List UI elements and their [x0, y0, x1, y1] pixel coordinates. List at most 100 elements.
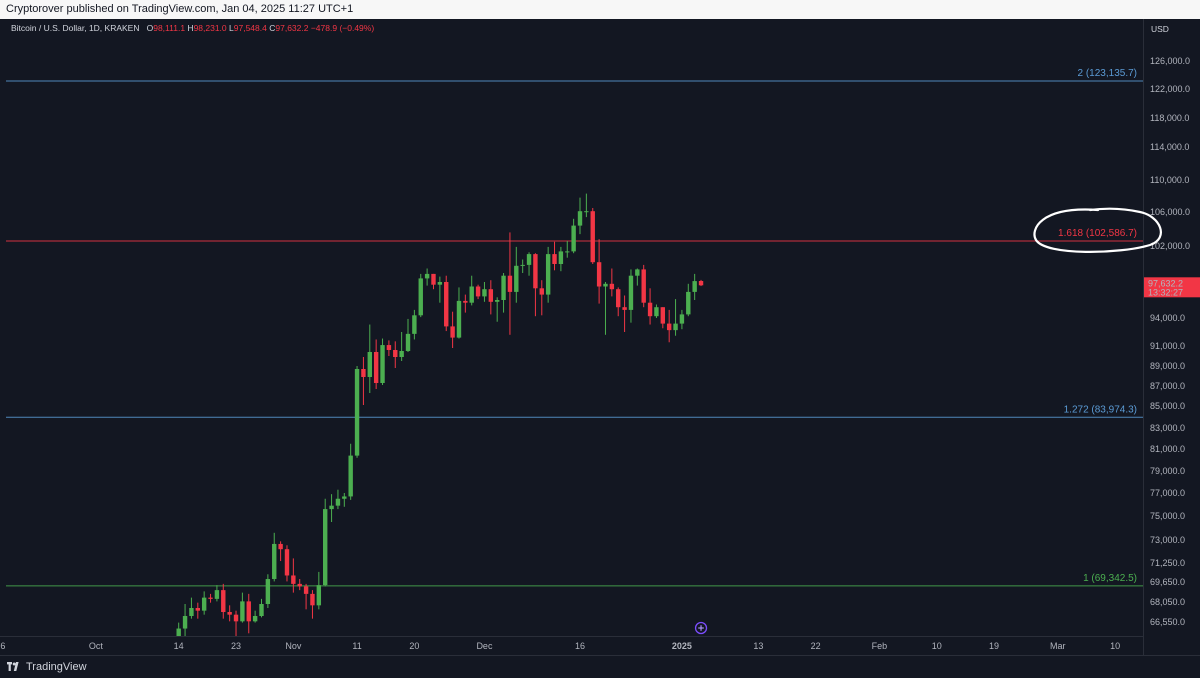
candle-2024-11-02[interactable] [297, 579, 302, 591]
candle-2024-10-28[interactable] [265, 574, 271, 608]
candle-2024-11-24[interactable] [437, 276, 443, 303]
candle-2024-12-02[interactable] [488, 280, 494, 315]
candle-2024-11-17[interactable] [393, 341, 398, 368]
candle-2024-12-25[interactable] [635, 268, 640, 286]
candle-2024-12-29[interactable] [660, 307, 666, 329]
candle-2024-12-28[interactable] [654, 304, 659, 319]
candle-2025-01-01[interactable] [679, 309, 685, 330]
candle-2024-12-08[interactable] [526, 252, 532, 276]
candle-2024-10-30[interactable] [278, 541, 283, 562]
candle-2024-12-24[interactable] [628, 269, 634, 323]
candle-2024-12-09[interactable] [533, 253, 538, 317]
candle-2024-11-08[interactable] [335, 489, 341, 510]
x-tick-label: 2025 [672, 641, 692, 651]
candle-2024-10-29[interactable] [272, 532, 277, 582]
candle-2024-11-13[interactable] [367, 324, 372, 393]
candle-2024-12-22[interactable] [616, 287, 621, 317]
y-tick-label: 118,000.0 [1150, 113, 1189, 123]
candle-2024-10-22[interactable] [227, 605, 232, 622]
candle-2024-11-26[interactable] [450, 311, 455, 348]
candle-2024-12-03[interactable] [494, 297, 500, 322]
candle-2024-12-23[interactable] [622, 295, 627, 333]
candle-2024-11-30[interactable] [475, 284, 481, 300]
candle-2024-11-22[interactable] [424, 268, 430, 286]
candle-2024-11-21[interactable] [418, 273, 423, 318]
candle-2024-12-04[interactable] [501, 273, 506, 313]
candle-2024-12-26[interactable] [641, 264, 646, 308]
candle-2024-10-27[interactable] [259, 598, 264, 618]
candle-2024-11-19[interactable] [405, 318, 411, 352]
candle-2024-11-23[interactable] [431, 273, 436, 290]
candle-2024-11-04[interactable] [310, 590, 315, 619]
candles [176, 193, 704, 671]
candle-2024-11-12[interactable] [361, 357, 366, 405]
candle-2024-12-20[interactable] [603, 282, 608, 335]
candle-2024-12-10[interactable] [539, 280, 544, 316]
candle-2025-01-03[interactable] [692, 273, 697, 300]
candle-2024-10-16[interactable] [189, 597, 194, 619]
candle-2024-10-17[interactable] [195, 602, 200, 619]
candle-2024-10-19[interactable] [208, 593, 213, 603]
candle-2024-12-17[interactable] [584, 193, 589, 218]
candle-2025-01-04[interactable] [698, 279, 704, 287]
candle-2024-12-27[interactable] [647, 288, 653, 325]
candle-2024-12-30[interactable] [666, 309, 672, 343]
candle-2024-10-15[interactable] [182, 604, 188, 643]
x-tick-label: 10 [932, 641, 942, 651]
currency-label[interactable]: USD [1151, 24, 1169, 34]
y-tick-label: 94,000.0 [1150, 313, 1185, 323]
candle-2024-12-11[interactable] [545, 246, 551, 303]
candle-2024-11-07[interactable] [329, 494, 334, 522]
candle-2024-11-14[interactable] [373, 339, 379, 389]
candle-2024-11-01[interactable] [291, 558, 296, 593]
candle-2024-10-26[interactable] [252, 610, 258, 623]
footer: TradingView [0, 655, 1200, 678]
candle-2024-11-06[interactable] [323, 498, 328, 587]
candle-2024-10-14[interactable] [176, 622, 181, 671]
bar-countdown-label: 13:32:27 [1148, 287, 1183, 297]
candle-2024-11-09[interactable] [342, 493, 347, 507]
legend-open: 98,111.1 [153, 23, 186, 33]
candle-2024-11-18[interactable] [399, 332, 404, 361]
price-scale[interactable] [1143, 19, 1200, 655]
candle-2024-12-15[interactable] [571, 218, 576, 254]
y-tick-label: 106,000.0 [1150, 207, 1190, 217]
candle-2024-12-01[interactable] [482, 282, 487, 302]
candle-2024-12-18[interactable] [590, 208, 595, 264]
candle-2024-11-16[interactable] [386, 340, 392, 356]
candle-2024-12-16[interactable] [577, 197, 583, 235]
candle-2024-12-14[interactable] [565, 240, 570, 258]
event-marker-icon[interactable] [694, 621, 708, 635]
candle-2024-11-05[interactable] [316, 571, 322, 610]
candle-2024-11-20[interactable] [412, 309, 417, 340]
candle-2024-12-06[interactable] [514, 246, 519, 303]
y-tick-label: 73,000.0 [1150, 535, 1185, 545]
candle-2024-10-20[interactable] [214, 585, 220, 602]
candle-2024-10-21[interactable] [221, 583, 226, 619]
candle-2024-10-18[interactable] [201, 591, 207, 615]
candle-2024-12-12[interactable] [552, 241, 557, 271]
candle-2024-10-25[interactable] [246, 593, 251, 634]
time-scale[interactable] [0, 636, 1143, 656]
candle-2024-11-25[interactable] [444, 275, 449, 332]
candle-2024-10-23[interactable] [233, 610, 239, 637]
candle-2024-12-31[interactable] [673, 299, 678, 336]
candle-2024-12-05[interactable] [507, 232, 513, 335]
candle-2024-11-10[interactable] [348, 443, 353, 500]
candle-2024-11-11[interactable] [354, 366, 360, 458]
x-tick-label: 16 [575, 641, 585, 651]
candle-2024-11-28[interactable] [463, 294, 468, 313]
chart-area[interactable] [0, 19, 1143, 655]
candle-2024-11-03[interactable] [303, 583, 309, 610]
candle-2024-11-15[interactable] [380, 338, 385, 385]
candle-2024-12-21[interactable] [609, 268, 615, 297]
candle-2024-12-19[interactable] [596, 239, 602, 304]
candle-2024-10-24[interactable] [240, 592, 245, 623]
candle-2025-01-02[interactable] [686, 283, 691, 317]
candle-2024-11-27[interactable] [456, 287, 462, 339]
candle-2024-12-13[interactable] [558, 246, 564, 272]
candle-2024-12-07[interactable] [520, 259, 525, 274]
candle-2024-11-29[interactable] [469, 275, 474, 306]
candle-2024-10-31[interactable] [284, 545, 290, 582]
